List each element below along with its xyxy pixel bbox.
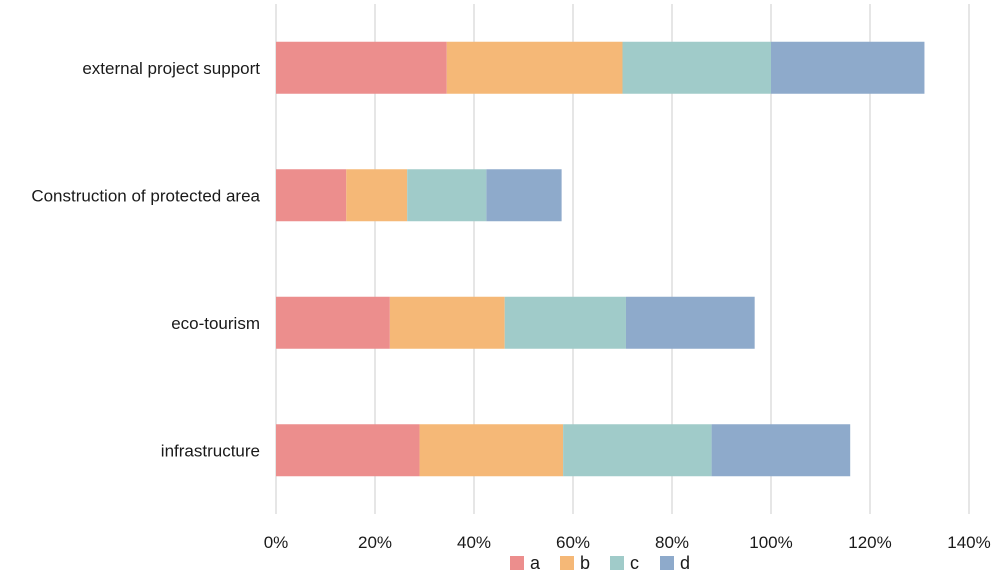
category-label: infrastructure: [161, 441, 260, 460]
x-tick-label: 140%: [947, 533, 990, 552]
legend-swatch-a: [510, 556, 524, 570]
bar-segment-d: [771, 41, 925, 94]
bar-segment-d: [711, 424, 851, 477]
bar-segment-d: [486, 169, 562, 222]
category-labels: external project support Construction of …: [31, 59, 260, 461]
bar-segment-b: [346, 169, 408, 222]
legend-label-d: d: [680, 553, 690, 573]
bar-segment-a: [276, 169, 347, 222]
bar-segment-a: [276, 296, 390, 349]
legend-label-b: b: [580, 553, 590, 573]
category-label: eco-tourism: [171, 314, 260, 333]
legend: a b c d: [510, 553, 690, 573]
bar-segment-d: [625, 296, 755, 349]
category-label: external project support: [82, 59, 260, 78]
bar-segment-a: [276, 424, 420, 477]
bars: [276, 41, 925, 477]
legend-swatch-c: [610, 556, 624, 570]
category-label: Construction of protected area: [31, 186, 260, 205]
x-tick-label: 80%: [655, 533, 689, 552]
bar-segment-a: [276, 41, 447, 94]
bar-segment-c: [504, 296, 626, 349]
x-tick-label: 0%: [264, 533, 289, 552]
x-tick-label: 120%: [848, 533, 891, 552]
bar-segment-b: [446, 41, 623, 94]
x-tick-label: 60%: [556, 533, 590, 552]
bar-segment-c: [407, 169, 487, 222]
bar-segment-c: [622, 41, 771, 94]
bar-segment-c: [563, 424, 712, 477]
legend-swatch-b: [560, 556, 574, 570]
bar-segment-b: [419, 424, 564, 477]
x-tick-label: 100%: [749, 533, 792, 552]
bar-segment-b: [389, 296, 505, 349]
x-axis-tick-labels: 0% 20% 40% 60% 80% 100% 120% 140%: [264, 533, 991, 552]
x-tick-label: 20%: [358, 533, 392, 552]
x-tick-label: 40%: [457, 533, 491, 552]
legend-label-c: c: [630, 553, 639, 573]
legend-label-a: a: [530, 553, 541, 573]
legend-swatch-d: [660, 556, 674, 570]
